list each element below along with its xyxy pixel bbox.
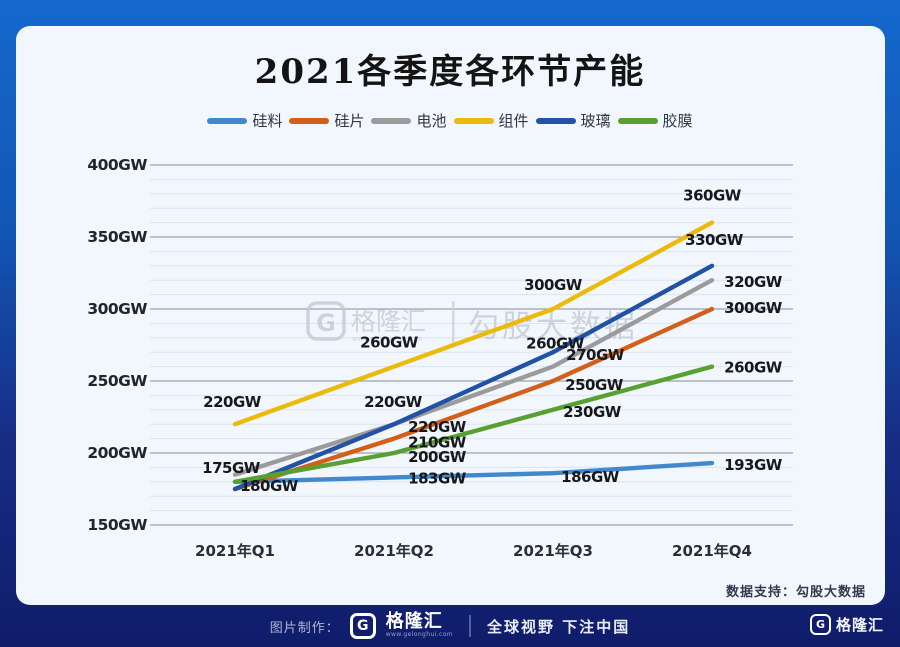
footer-brand-block: 格隆汇 www.gelonghui.com xyxy=(385,611,454,639)
legend: 硅料 硅片 电池 组件 玻璃 胶膜 xyxy=(0,110,900,131)
footer-brand-name: 格隆汇 xyxy=(385,611,443,633)
footer-divider xyxy=(469,615,472,637)
chart-title: 2021各季度各环节产能 xyxy=(254,52,646,92)
legend-label: 玻璃 xyxy=(580,112,611,130)
legend-swatch-icon xyxy=(535,117,576,124)
legend-item-4: 玻璃 xyxy=(535,110,611,131)
footer-slogan: 全球视野 下注中国 xyxy=(487,617,631,636)
legend-swatch-icon xyxy=(617,117,658,124)
legend-item-1: 硅片 xyxy=(289,110,364,131)
legend-item-3: 组件 xyxy=(453,110,529,131)
legend-swatch-icon xyxy=(289,117,330,124)
legend-swatch-icon xyxy=(207,117,248,124)
legend-swatch-icon xyxy=(371,117,412,124)
footer-corner-brand: 格隆汇 xyxy=(835,616,884,634)
footer-brand-url: www.gelonghui.com xyxy=(385,631,454,639)
legend-item-2: 电池 xyxy=(371,110,447,131)
footer-bar: 图片制作： G 格隆汇 www.gelonghui.com 全球视野 下注中国 xyxy=(0,605,900,647)
legend-item-0: 硅料 xyxy=(207,110,282,131)
legend-label: 硅料 xyxy=(252,112,283,130)
legend-label: 硅片 xyxy=(334,112,365,130)
legend-swatch-icon xyxy=(453,117,494,124)
legend-label: 组件 xyxy=(498,112,529,130)
legend-label: 电池 xyxy=(416,112,447,130)
legend-item-5: 胶膜 xyxy=(617,110,693,131)
footer-corner-logo: G 格隆汇 xyxy=(809,614,884,635)
gelonghui-logo-icon: G xyxy=(349,613,376,639)
data-source-note: 数据支持：勾股大数据 xyxy=(725,585,866,600)
gelonghui-corner-logo-icon: G xyxy=(809,614,831,635)
legend-label: 胶膜 xyxy=(662,112,693,130)
footer-made-by-label: 图片制作： xyxy=(269,620,340,636)
